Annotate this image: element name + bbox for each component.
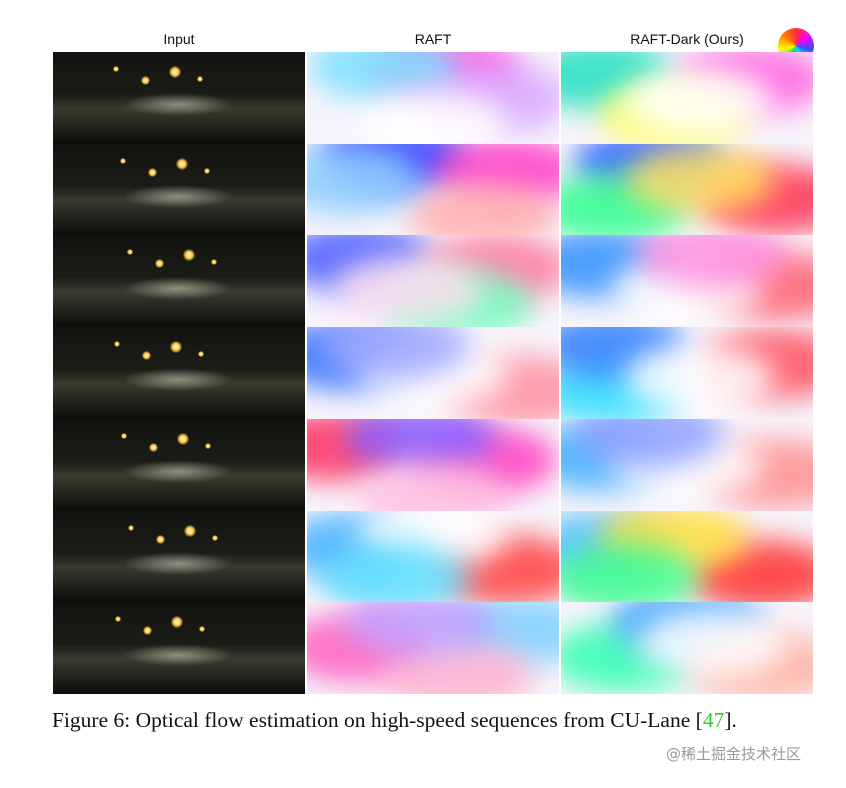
flow-color-region [358,461,508,511]
raft-flow-2 [307,143,559,236]
street-light [199,626,205,633]
raft-flow-3 [307,235,559,328]
road-glow [123,276,233,300]
input-frame-1 [53,52,305,144]
flow-color-region [624,67,775,138]
street-light [205,442,211,449]
raft-dark-flow-7 [561,602,813,694]
input-frame-4 [53,327,305,419]
road-glow [123,460,233,484]
street-light [114,341,120,348]
flow-color-region [637,608,788,679]
street-light [143,626,152,636]
street-light [171,616,183,629]
raft-flow-1 [307,52,559,144]
flow-color-region [624,145,775,216]
street-light [156,534,165,544]
flow-color-region [408,182,559,236]
street-light [142,351,151,361]
flow-color-region [624,342,775,413]
raft-dark-flow-1 [561,52,813,144]
input-frame-7 [53,602,305,694]
street-light [149,442,158,452]
street-light [177,432,189,445]
street-light [176,157,188,170]
road-glow [123,368,233,392]
watermark: @稀土掘金技术社区 [666,745,802,763]
street-light [183,249,195,262]
column-header-input: Input [163,31,195,47]
raft-dark-flow-3 [561,235,813,328]
road-glow [123,643,233,667]
figure-caption: Figure 6: Optical flow estimation on hig… [52,704,822,737]
raft-flow-6 [307,510,559,603]
raft-dark-flow-5 [561,418,813,511]
street-light [115,616,121,623]
raft-dark-flow-6 [561,510,813,603]
flow-color-region [358,90,508,144]
street-light [169,66,181,78]
street-light [198,351,204,358]
flow-color-region [320,544,471,603]
street-light [113,66,119,72]
street-light [197,76,203,82]
street-light [148,167,157,177]
citation-link[interactable]: 47 [702,708,725,732]
flow-color-region [345,602,496,656]
input-frame-6 [53,510,305,603]
flow-color-region [637,235,788,289]
flow-color-region [332,255,483,326]
flow-color-region [561,544,699,603]
input-frame-3 [53,235,305,328]
street-light [141,76,150,85]
street-light [155,259,164,269]
raft-flow-4 [307,327,559,419]
road-glow [123,184,233,208]
input-frame-2 [53,143,305,236]
road-glow [123,93,233,117]
caption-text: Figure 6: Optical flow estimation on hig… [52,708,703,732]
raft-flow-7 [307,602,559,694]
street-light [120,157,126,164]
street-light [211,259,217,266]
caption-suffix: ]. [724,708,737,732]
street-light [184,524,196,537]
street-light [121,432,127,439]
raft-dark-flow-4 [561,327,813,419]
input-frame-5 [53,418,305,511]
street-light [212,534,218,541]
street-light [170,341,182,354]
raft-dark-flow-2 [561,143,813,236]
raft-flow-5 [307,418,559,511]
figure-grid [53,52,815,694]
column-header-raft-dark: RAFT-Dark (Ours) [630,31,744,47]
column-header-raft: RAFT [414,31,452,47]
street-light [127,249,133,256]
street-light [204,167,210,174]
street-light [128,524,134,531]
road-glow [123,551,233,575]
